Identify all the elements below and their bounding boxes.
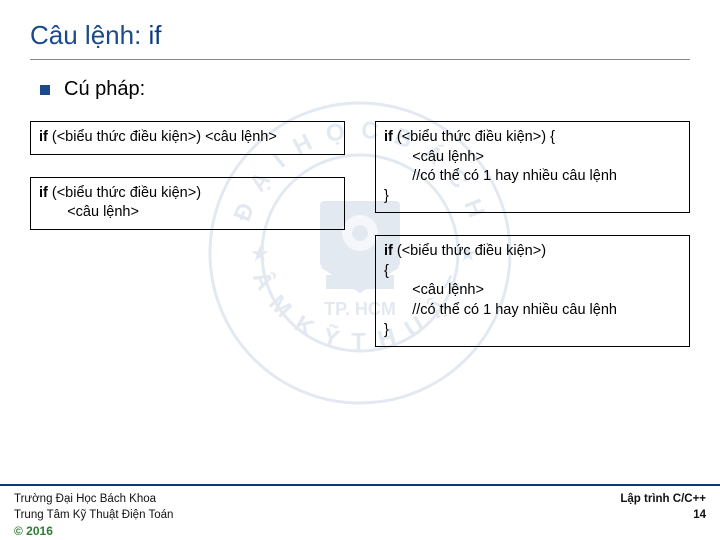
title-prefix: Câu lệnh: [30,20,149,50]
footer-center: Trung Tâm Kỹ Thuật Điện Toán [14,508,173,524]
code-columns: if (<biểu thức điều kiện>) <câu lệnh> if… [30,121,690,347]
codebox-right-1: if (<biểu thức điều kiện>) { <câu lệnh> … [375,121,690,213]
footer: Trường Đại Học Bách Khoa Trung Tâm Kỹ Th… [0,484,720,540]
codebox-left-1: if (<biểu thức điều kiện>) <câu lệnh> [30,121,345,155]
bullet-text: Cú pháp: [64,78,145,101]
code-text: (<biểu thức điều kiện>) <câu lệnh> [52,129,277,145]
footer-copyright: © 2016 [14,523,173,539]
bullet-square-icon [40,85,50,95]
codebox-right-2: if (<biểu thức điều kiện>) { <câu lệnh> … [375,235,690,347]
right-column: if (<biểu thức điều kiện>) { <câu lệnh> … [375,121,690,347]
footer-page: 14 [620,508,706,524]
title-keyword: if [149,20,162,50]
left-column: if (<biểu thức điều kiện>) <câu lệnh> if… [30,121,345,347]
bullet-row: Cú pháp: [40,78,690,101]
footer-course: Lập trình C/C++ [620,492,706,508]
footer-left: Trường Đại Học Bách Khoa Trung Tâm Kỹ Th… [14,492,173,539]
slide-content: Câu lệnh: if Cú pháp: if (<biểu thức điề… [0,0,720,347]
slide-title: Câu lệnh: if [30,20,690,60]
code-text: (<biểu thức điều kiện>) <câu lệnh> [39,185,201,221]
footer-school: Trường Đại Học Bách Khoa [14,492,173,508]
footer-right: Lập trình C/C++ 14 [620,492,706,523]
codebox-left-2: if (<biểu thức điều kiện>) <câu lệnh> [30,177,345,230]
code-text: (<biểu thức điều kiện>) { <câu lệnh> //c… [384,243,617,337]
code-text: (<biểu thức điều kiện>) { <câu lệnh> //c… [384,129,617,204]
